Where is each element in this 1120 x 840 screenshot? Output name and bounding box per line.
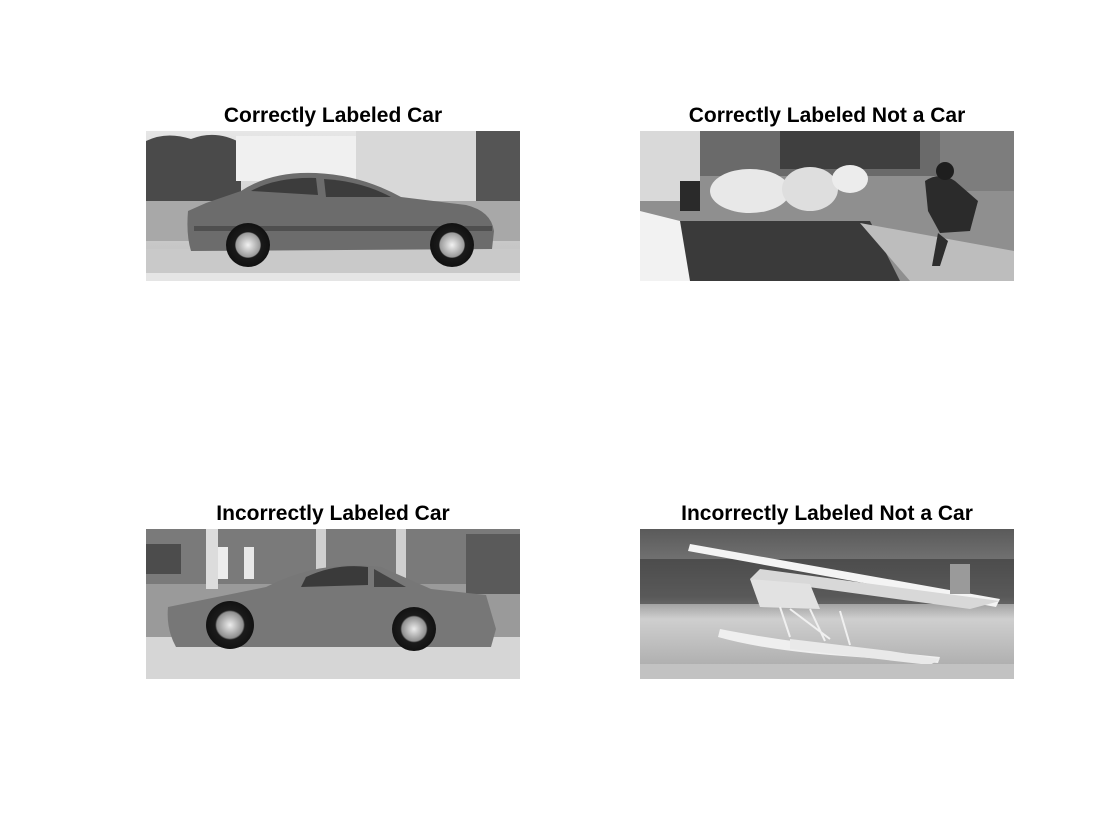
street-scene-photo [640, 131, 1014, 281]
panel-title-incorrect-not-car: Incorrectly Labeled Not a Car [681, 502, 973, 525]
car-side-photo-misclassified [146, 529, 520, 679]
car-side-photo [146, 131, 520, 281]
panel-title-correct-not-car: Correctly Labeled Not a Car [688, 104, 966, 127]
seaplane-photo [640, 529, 1014, 679]
panel-title-incorrect-car: Incorrectly Labeled Car [216, 502, 450, 525]
panel-title-correct-car: Correctly Labeled Car [223, 104, 443, 127]
